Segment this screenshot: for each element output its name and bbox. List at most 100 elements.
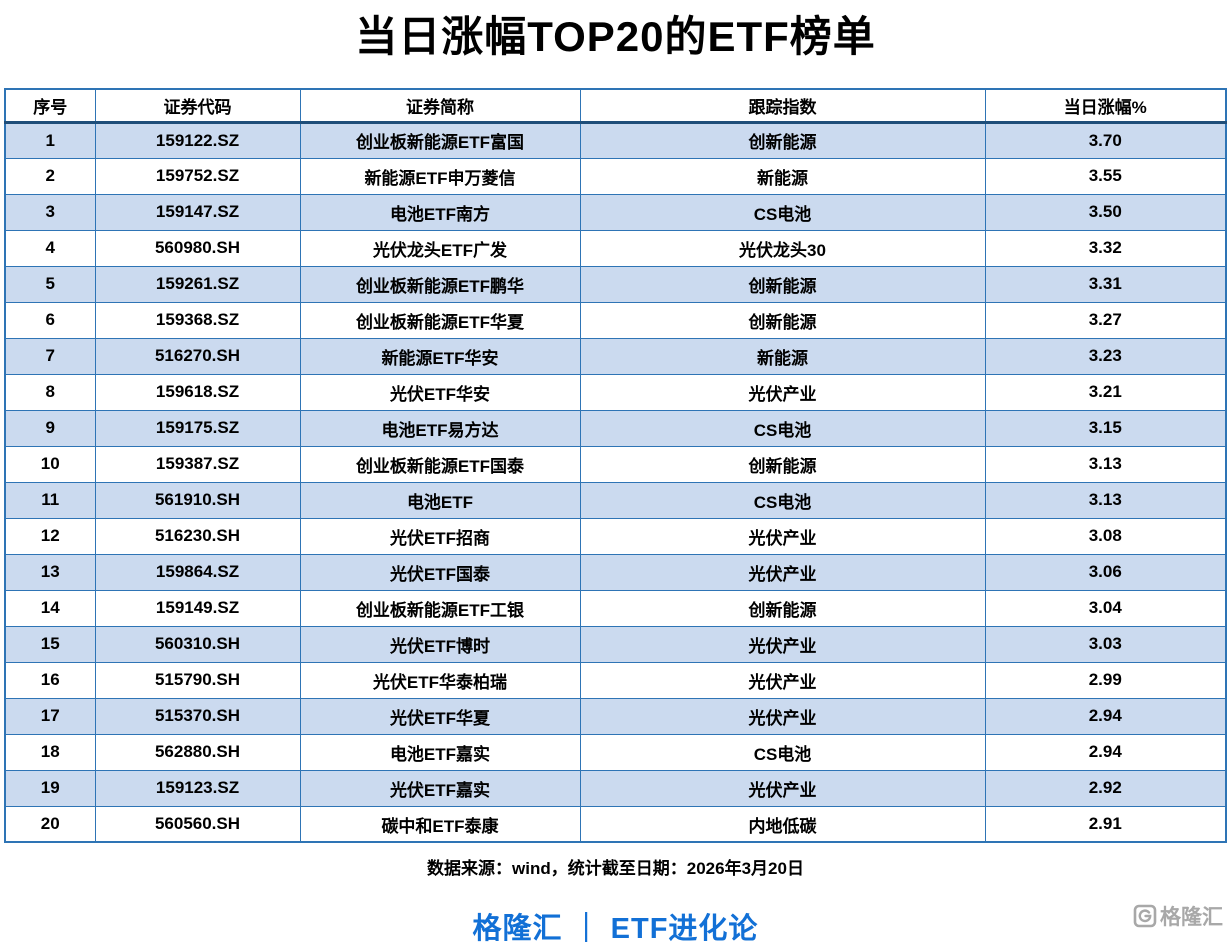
cell-name: 光伏ETF华泰柏瑞 xyxy=(299,661,581,699)
cell-name: 光伏ETF华安 xyxy=(299,373,581,411)
cell-name: 光伏ETF国泰 xyxy=(299,553,581,591)
cell-rank: 1 xyxy=(4,121,96,159)
cell-code: 159368.SZ xyxy=(94,301,301,339)
cell-rank: 16 xyxy=(4,661,96,699)
table-row: 8 159618.SZ 光伏ETF华安 光伏产业 3.21 xyxy=(4,373,1227,411)
table-row: 14 159149.SZ 创业板新能源ETF工银 创新能源 3.04 xyxy=(4,589,1227,627)
cell-name: 电池ETF嘉实 xyxy=(299,733,581,771)
cell-index: 新能源 xyxy=(579,157,986,195)
cell-rank: 20 xyxy=(4,805,96,843)
table-row: 11 561910.SH 电池ETF CS电池 3.13 xyxy=(4,481,1227,519)
cell-index: 光伏产业 xyxy=(579,697,986,735)
cell-code: 159123.SZ xyxy=(94,769,301,807)
cell-name: 电池ETF xyxy=(299,481,581,519)
cell-code: 159147.SZ xyxy=(94,193,301,231)
etf-table-body: 1 159122.SZ 创业板新能源ETF富国 创新能源 3.70 2 159752.SZ 新… xyxy=(4,121,1227,843)
cell-gain: 3.70 xyxy=(984,121,1227,159)
cell-gain: 3.08 xyxy=(984,517,1227,555)
cell-code: 562880.SH xyxy=(94,733,301,771)
table-row: 12 516230.SH 光伏ETF招商 光伏产业 3.08 xyxy=(4,517,1227,555)
cell-name: 新能源ETF华安 xyxy=(299,337,581,375)
source-note: 数据来源：wind，统计截至日期：2026年3月20日 xyxy=(427,859,804,879)
cell-index: 创新能源 xyxy=(579,445,986,483)
gelonghui-logo-text: 格隆汇 xyxy=(1160,906,1223,929)
table-row: 13 159864.SZ 光伏ETF国泰 光伏产业 3.06 xyxy=(4,553,1227,591)
cell-gain: 3.32 xyxy=(984,229,1227,267)
cell-gain: 2.94 xyxy=(984,733,1227,771)
cell-code: 560310.SH xyxy=(94,625,301,663)
cell-gain: 3.27 xyxy=(984,301,1227,339)
cell-gain: 3.04 xyxy=(984,589,1227,627)
table-row: 10 159387.SZ 创业板新能源ETF国泰 创新能源 3.13 xyxy=(4,445,1227,483)
cell-gain: 3.23 xyxy=(984,337,1227,375)
cell-index: 创新能源 xyxy=(579,589,986,627)
gelonghui-logo: 格隆汇 xyxy=(1133,901,1223,931)
col-header-code: 证券代码 xyxy=(94,88,301,124)
cell-name: 电池ETF南方 xyxy=(299,193,581,231)
cell-index: CS电池 xyxy=(579,193,986,231)
cell-code: 515370.SH xyxy=(94,697,301,735)
cell-code: 159618.SZ xyxy=(94,373,301,411)
cell-rank: 14 xyxy=(4,589,96,627)
cell-gain: 2.92 xyxy=(984,769,1227,807)
cell-rank: 19 xyxy=(4,769,96,807)
cell-code: 515790.SH xyxy=(94,661,301,699)
table-row: 2 159752.SZ 新能源ETF申万菱信 新能源 3.55 xyxy=(4,157,1227,195)
cell-name: 光伏ETF博时 xyxy=(299,625,581,663)
cell-code: 159752.SZ xyxy=(94,157,301,195)
cell-gain: 3.06 xyxy=(984,553,1227,591)
table-row: 5 159261.SZ 创业板新能源ETF鹏华 创新能源 3.31 xyxy=(4,265,1227,303)
col-header-index: 跟踪指数 xyxy=(579,88,986,124)
table-row: 4 560980.SH 光伏龙头ETF广发 光伏龙头30 3.32 xyxy=(4,229,1227,267)
cell-rank: 7 xyxy=(4,337,96,375)
col-header-name: 证券简称 xyxy=(299,88,581,124)
table-row: 20 560560.SH 碳中和ETF泰康 内地低碳 2.91 xyxy=(4,805,1227,843)
cell-code: 516270.SH xyxy=(94,337,301,375)
cell-name: 创业板新能源ETF国泰 xyxy=(299,445,581,483)
cell-index: CS电池 xyxy=(579,409,986,447)
cell-gain: 3.21 xyxy=(984,373,1227,411)
cell-rank: 8 xyxy=(4,373,96,411)
table-row: 9 159175.SZ 电池ETF易方达 CS电池 3.15 xyxy=(4,409,1227,447)
cell-rank: 6 xyxy=(4,301,96,339)
cell-name: 光伏龙头ETF广发 xyxy=(299,229,581,267)
cell-rank: 3 xyxy=(4,193,96,231)
cell-rank: 15 xyxy=(4,625,96,663)
cell-gain: 3.31 xyxy=(984,265,1227,303)
cell-gain: 3.55 xyxy=(984,157,1227,195)
cell-rank: 10 xyxy=(4,445,96,483)
branding-text: 格隆汇 ｜ ETF进化论 xyxy=(472,913,759,946)
cell-rank: 5 xyxy=(4,265,96,303)
cell-gain: 3.15 xyxy=(984,409,1227,447)
cell-index: 创新能源 xyxy=(579,301,986,339)
cell-gain: 3.13 xyxy=(984,445,1227,483)
table-row: 15 560310.SH 光伏ETF博时 光伏产业 3.03 xyxy=(4,625,1227,663)
cell-rank: 9 xyxy=(4,409,96,447)
cell-name: 光伏ETF招商 xyxy=(299,517,581,555)
cell-index: 光伏龙头30 xyxy=(579,229,986,267)
table-header-row: 序号 证券代码 证券简称 跟踪指数 当日涨幅% xyxy=(4,88,1227,124)
cell-code: 159387.SZ xyxy=(94,445,301,483)
cell-index: 光伏产业 xyxy=(579,517,986,555)
cell-index: 创新能源 xyxy=(579,265,986,303)
etf-table: 序号 证券代码 证券简称 跟踪指数 当日涨幅% 1 159122.SZ 创业板新能源… xyxy=(4,88,1227,844)
cell-rank: 12 xyxy=(4,517,96,555)
cell-code: 159122.SZ xyxy=(94,121,301,159)
table-row: 1 159122.SZ 创业板新能源ETF富国 创新能源 3.70 xyxy=(4,121,1227,159)
cell-rank: 11 xyxy=(4,481,96,519)
table-row: 6 159368.SZ 创业板新能源ETF华夏 创新能源 3.27 xyxy=(4,301,1227,339)
col-header-rank: 序号 xyxy=(4,88,96,124)
cell-index: 光伏产业 xyxy=(579,661,986,699)
cell-gain: 2.94 xyxy=(984,697,1227,735)
table-row: 7 516270.SH 新能源ETF华安 新能源 3.23 xyxy=(4,337,1227,375)
cell-code: 159175.SZ xyxy=(94,409,301,447)
cell-name: 创业板新能源ETF工银 xyxy=(299,589,581,627)
cell-name: 创业板新能源ETF华夏 xyxy=(299,301,581,339)
cell-gain: 3.03 xyxy=(984,625,1227,663)
cell-name: 新能源ETF申万菱信 xyxy=(299,157,581,195)
cell-index: 内地低碳 xyxy=(579,805,986,843)
table-row: 17 515370.SH 光伏ETF华夏 光伏产业 2.94 xyxy=(4,697,1227,735)
cell-name: 创业板新能源ETF鹏华 xyxy=(299,265,581,303)
page-title: 当日涨幅TOP20的ETF榜单 xyxy=(355,13,876,60)
